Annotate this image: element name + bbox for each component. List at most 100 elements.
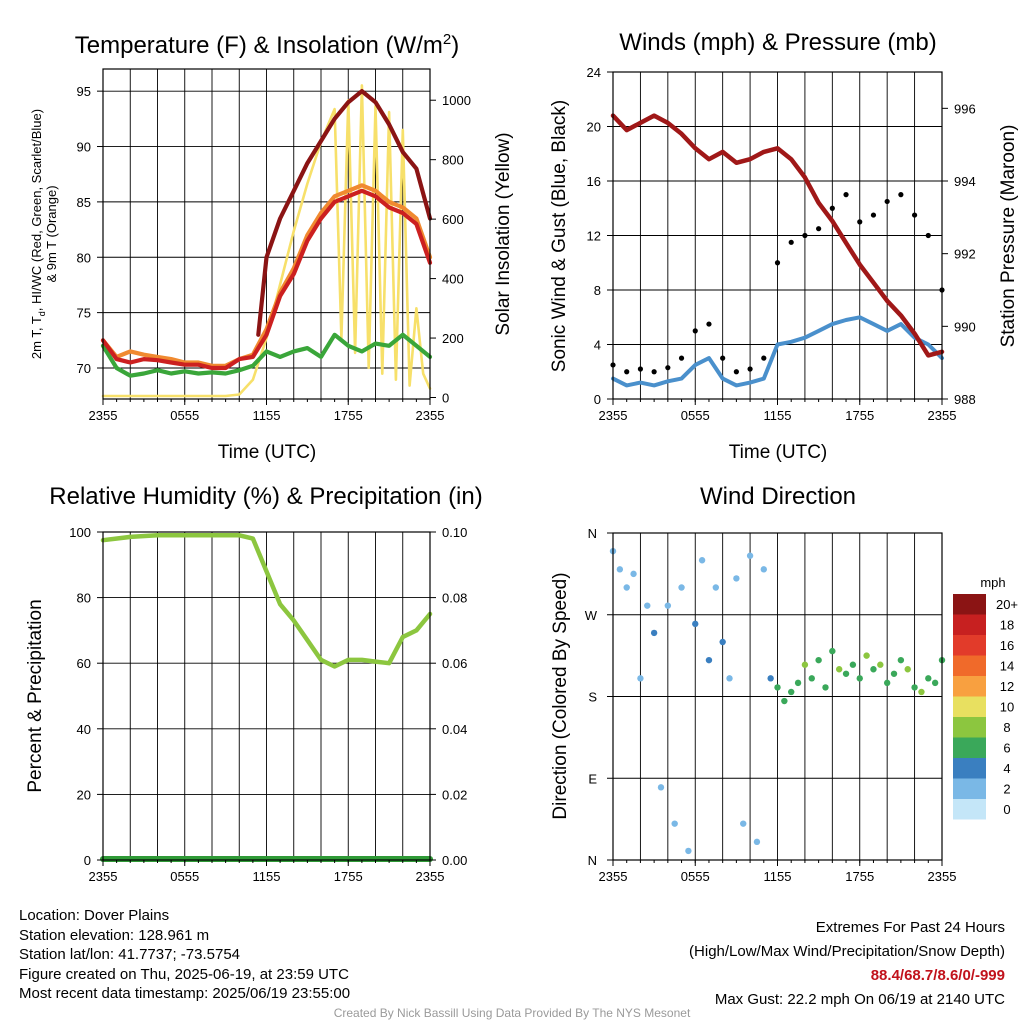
direction-title: Wind Direction <box>700 483 856 510</box>
extremes-values: 88.4/68.7/8.6/0/-999 <box>870 967 1005 984</box>
direction-point <box>616 566 624 573</box>
humidity-ylabel-left: Percent & Precipitation <box>25 599 46 792</box>
station-info: Location: Dover Plains Station elevation… <box>19 906 350 1004</box>
y-tick-label: 40 <box>77 722 91 737</box>
direction-point <box>877 661 884 668</box>
winds-ylabel-right: Station Pressure (Maroon) <box>998 125 1019 348</box>
x-tick-label: 2355 <box>89 869 118 884</box>
y-tick-label: 60 <box>77 656 91 671</box>
winds-panel: Winds (mph) & Pressure (mb) 2355 0555 1155… <box>549 29 1019 463</box>
y-tick-label: 8 <box>594 283 601 298</box>
y-right-tick-label: 988 <box>954 392 976 407</box>
direction-point <box>808 675 815 682</box>
y-right-tick-label: 994 <box>954 174 976 189</box>
gust-point <box>898 192 904 198</box>
y-right-tick-label: 0.06 <box>442 656 467 671</box>
direction-point <box>733 575 740 582</box>
gust-point <box>665 365 671 371</box>
y-tick-label: E <box>588 771 597 786</box>
temperature-panel: Temperature (F) & Insolation (W/m2) 2355… <box>29 31 514 463</box>
gust-point <box>637 366 644 372</box>
y-right-tick-label: 990 <box>954 319 976 334</box>
direction-point <box>835 666 843 673</box>
direction-point <box>897 656 905 664</box>
humidity-title: Relative Humidity (%) & Precipitation (i… <box>49 483 482 510</box>
x-tick-label: 1155 <box>253 408 281 423</box>
series-line-station-pressure <box>610 113 945 358</box>
colorbar-label: 8 <box>1003 720 1010 735</box>
x-tick-label: 1755 <box>845 408 874 423</box>
gust-point <box>843 192 849 198</box>
direction-point <box>678 584 685 591</box>
y-tick-label: 20 <box>587 120 601 135</box>
colorbar-label: 0 <box>1003 802 1010 817</box>
speed-colorbar: mph 20+ 18 16 14 12 10 8 6 4 2 0 <box>953 575 1018 820</box>
station-latlon: Station lat/lon: 41.7737; -73.5754 <box>19 946 241 963</box>
y-tick-label: N <box>588 526 597 541</box>
temperature-ylabel-left: 2m T, Td, HI/WC (Red, Green, Scarlet/Blu… <box>29 109 59 359</box>
y-right-tick-label: 0.08 <box>442 591 467 606</box>
x-tick-label: 1155 <box>253 869 281 884</box>
y-tick-label: 4 <box>594 338 601 353</box>
y-tick-label: 70 <box>77 361 91 376</box>
gust-point <box>911 212 918 218</box>
direction-point <box>719 638 726 646</box>
colorbar-swatch <box>953 614 986 635</box>
x-tick-label: 2355 <box>928 408 957 423</box>
direction-point <box>931 679 939 687</box>
direction-point <box>890 670 898 677</box>
gust-point <box>857 219 863 225</box>
y-tick-label: 80 <box>77 250 91 265</box>
colorbar-unit: mph <box>980 575 1005 590</box>
series-line-hi-wc <box>256 89 433 337</box>
gust-point <box>733 369 739 375</box>
y-tick-label: W <box>585 608 598 623</box>
direction-point <box>815 656 822 664</box>
direction-point <box>904 666 911 673</box>
colorbar-swatch <box>953 655 986 676</box>
y-right-tick-label: 600 <box>442 212 464 227</box>
colorbar-swatch <box>953 737 986 758</box>
y-right-tick-label: 0.02 <box>442 787 467 802</box>
colorbar-swatch <box>953 696 986 717</box>
series-line-solar-insolation <box>101 84 432 398</box>
direction-ylabel-left: Direction (Colored By Speed) <box>550 572 571 819</box>
gust-point <box>829 205 835 211</box>
y-tick-label: 95 <box>77 84 91 99</box>
x-tick-label: 2355 <box>416 408 445 423</box>
winds-series <box>610 113 945 388</box>
y-right-tick-label: 0.04 <box>442 722 467 737</box>
direction-point <box>753 838 761 846</box>
direction-point <box>705 656 713 664</box>
direction-point <box>760 566 767 573</box>
series-line-2m-t <box>100 188 433 371</box>
direction-point <box>664 602 672 609</box>
temperature-ticks: 2355 0555 1155 1755 2355 70 75 80 85 90 95 0 200 400 6… <box>77 84 471 423</box>
gust-point <box>651 369 657 375</box>
gust-point <box>761 355 767 361</box>
extremes-title: Extremes For Past 24 Hours <box>815 919 1005 936</box>
direction-point <box>671 820 678 827</box>
humidity-ticks: 2355 0555 1155 1755 23550204060801000.000.02… <box>69 525 467 884</box>
series-line-sonic-wind <box>611 315 944 388</box>
x-tick-label: 2355 <box>599 408 628 423</box>
max-gust: Max Gust: 22.2 mph On 06/19 at 2140 UTC <box>714 991 1005 1008</box>
direction-point <box>630 570 637 578</box>
winds-ticks: 2355 0555 1155 1755 235504812162024988990992… <box>587 65 976 423</box>
humidity-panel: Relative Humidity (%) & Precipitation (i… <box>25 483 483 884</box>
temperature-xlabel: Time (UTC) <box>218 442 317 463</box>
colorbar-label: 20+ <box>996 597 1018 612</box>
y-tick-label: 0 <box>84 853 91 868</box>
direction-point <box>740 820 747 827</box>
extremes-info: Extremes For Past 24 Hours (High/Low/Max… <box>689 916 1005 1012</box>
x-tick-label: 1155 <box>764 408 792 423</box>
x-tick-label: 1755 <box>334 408 363 423</box>
colorbar-label: 6 <box>1003 741 1010 756</box>
recent-timestamp: Most recent data timestamp: 2025/06/19 2… <box>19 985 351 1002</box>
direction-point <box>767 675 774 682</box>
colorbar-label: 2 <box>1003 782 1010 797</box>
y-tick-label: N <box>588 853 597 868</box>
x-tick-label: 0555 <box>170 869 199 884</box>
